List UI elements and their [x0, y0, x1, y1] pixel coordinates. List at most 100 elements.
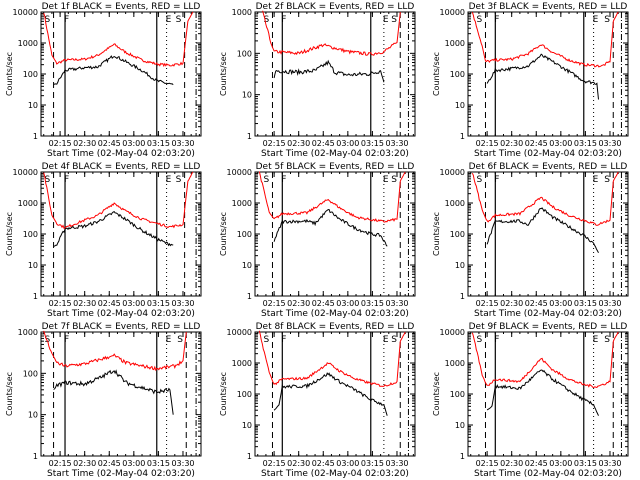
marker-letter-S: S [45, 175, 51, 185]
x-tick-label: 02:30 [287, 299, 310, 308]
panel-title: Det 4f BLACK = Events, RED = LLD [42, 162, 201, 172]
events-series-line [53, 55, 174, 86]
panel-title: Det 6f BLACK = Events, RED = LLD [469, 162, 628, 172]
x-tick-label: 02:30 [500, 299, 523, 308]
x-tick-label: 02:30 [73, 459, 96, 468]
y-tick-label: 1000 [18, 328, 38, 337]
y-tick-label: 100 [237, 49, 252, 58]
marker-letter-E: E [166, 335, 172, 345]
plot-frame [254, 331, 416, 457]
y-tick-label: 10 [455, 421, 465, 430]
x-tick-label: 02:30 [73, 299, 96, 308]
x-tick-label: 02:45 [312, 139, 335, 148]
events-series-line [53, 210, 174, 247]
y-tick-label: 100 [237, 230, 252, 239]
x-tick-label: 03:00 [122, 139, 145, 148]
lld-series-line [471, 11, 619, 68]
x-tick-label: 02:15 [49, 139, 72, 148]
x-tick-label: 03:00 [336, 139, 359, 148]
x-tick-label: 02:30 [287, 459, 310, 468]
x-tick-label: 02:45 [312, 459, 335, 468]
x-tick-label: 02:45 [525, 299, 548, 308]
panel-title: Det 5f BLACK = Events, RED = LLD [256, 162, 415, 172]
plot-frame [467, 171, 629, 297]
events-series-line [273, 59, 385, 83]
panel-det-6: Det 6f BLACK = Events, RED = LLD 1 10 100 10… [432, 162, 629, 319]
x-tick-label: 03:30 [171, 139, 194, 148]
marker-letter-F: F [64, 15, 69, 25]
marker-letter-S: S [176, 15, 182, 25]
x-tick-label: 02:45 [98, 139, 121, 148]
y-tick-label: 10 [28, 101, 38, 110]
panel-title: Det 2f BLACK = Events, RED = LLD [256, 2, 415, 12]
marker-letter-E: E [593, 15, 599, 25]
x-tick-label: 03:00 [549, 459, 572, 468]
events-series-line [53, 369, 174, 415]
lld-series-line [262, 10, 401, 56]
x-tick-label: 02:30 [500, 459, 523, 468]
y-tick-label: 1000 [445, 359, 465, 368]
y-axis-label: Counts/sec [5, 212, 14, 256]
x-tick-label: 03:15 [147, 459, 170, 468]
y-tick-label: 10 [242, 91, 252, 100]
y-tick-label: 10000 [227, 328, 252, 337]
y-axis-label: Counts/sec [432, 52, 441, 96]
x-tick-label: 03:00 [122, 459, 145, 468]
y-tick-label: 1000 [18, 39, 38, 48]
marker-letter-E: E [593, 175, 599, 185]
y-tick-label: 1 [247, 452, 252, 461]
y-axis-label: Counts/sec [5, 52, 14, 96]
events-series-line [273, 372, 388, 416]
marker-letter-E: E [383, 15, 389, 25]
marker-letter-E: E [593, 335, 599, 345]
marker-letter-S: S [391, 15, 397, 25]
plot-frame [467, 331, 629, 457]
lld-series-line [43, 171, 194, 230]
panel-det-1: Det 1f BLACK = Events, RED = LLD 1 10 100 10… [5, 2, 202, 159]
x-tick-label: 02:15 [263, 459, 286, 468]
x-tick-label: 03:30 [171, 299, 194, 308]
panel-det-2: Det 2f BLACK = Events, RED = LLD 1 10 100 10… [219, 2, 416, 159]
y-axis-label: Counts/sec [432, 372, 441, 416]
marker-letter-S: S [391, 175, 397, 185]
y-tick-label: 1000 [445, 39, 465, 48]
panel-det-4: Det 4f BLACK = Events, RED = LLD 1 10 100 10… [5, 162, 202, 319]
x-tick-label: 03:15 [574, 299, 597, 308]
lld-series-line [471, 331, 619, 389]
marker-letter-S: S [45, 335, 51, 345]
panel-title: Det 1f BLACK = Events, RED = LLD [42, 2, 201, 12]
marker-letter-S: S [263, 15, 269, 25]
marker-letter-S: S [45, 15, 51, 25]
marker-letter-S: S [391, 335, 397, 345]
x-tick-label: 02:30 [287, 139, 310, 148]
marker-letter-S: S [604, 175, 610, 185]
x-tick-label: 03:15 [147, 299, 170, 308]
y-tick-label: 10 [455, 101, 465, 110]
x-tick-label: 02:15 [49, 459, 72, 468]
y-tick-label: 100 [23, 230, 38, 239]
y-tick-label: 1000 [18, 199, 38, 208]
x-tick-label: 02:30 [500, 139, 523, 148]
y-tick-label: 1000 [232, 199, 252, 208]
x-tick-label: 02:15 [49, 299, 72, 308]
y-tick-label: 1 [33, 292, 38, 301]
marker-letter-F: F [64, 335, 69, 345]
y-axis-label: Counts/sec [219, 372, 228, 416]
plot-frame [254, 171, 416, 297]
panel-det-3: Det 3f BLACK = Events, RED = LLD 1 10 100 10… [432, 2, 629, 159]
y-tick-label: 10 [28, 411, 38, 420]
y-tick-label: 10000 [227, 168, 252, 177]
y-tick-label: 1000 [445, 199, 465, 208]
events-series-line [486, 207, 599, 253]
y-tick-label: 10000 [13, 8, 38, 17]
y-tick-label: 1 [33, 452, 38, 461]
y-tick-label: 10 [242, 261, 252, 270]
marker-letter-F: F [281, 175, 286, 185]
marker-letter-F: F [64, 175, 69, 185]
marker-letter-S: S [604, 335, 610, 345]
x-tick-label: 03:15 [361, 139, 384, 148]
events-series-line [273, 208, 388, 247]
marker-letter-F: F [494, 175, 499, 185]
x-tick-label: 02:45 [98, 459, 121, 468]
